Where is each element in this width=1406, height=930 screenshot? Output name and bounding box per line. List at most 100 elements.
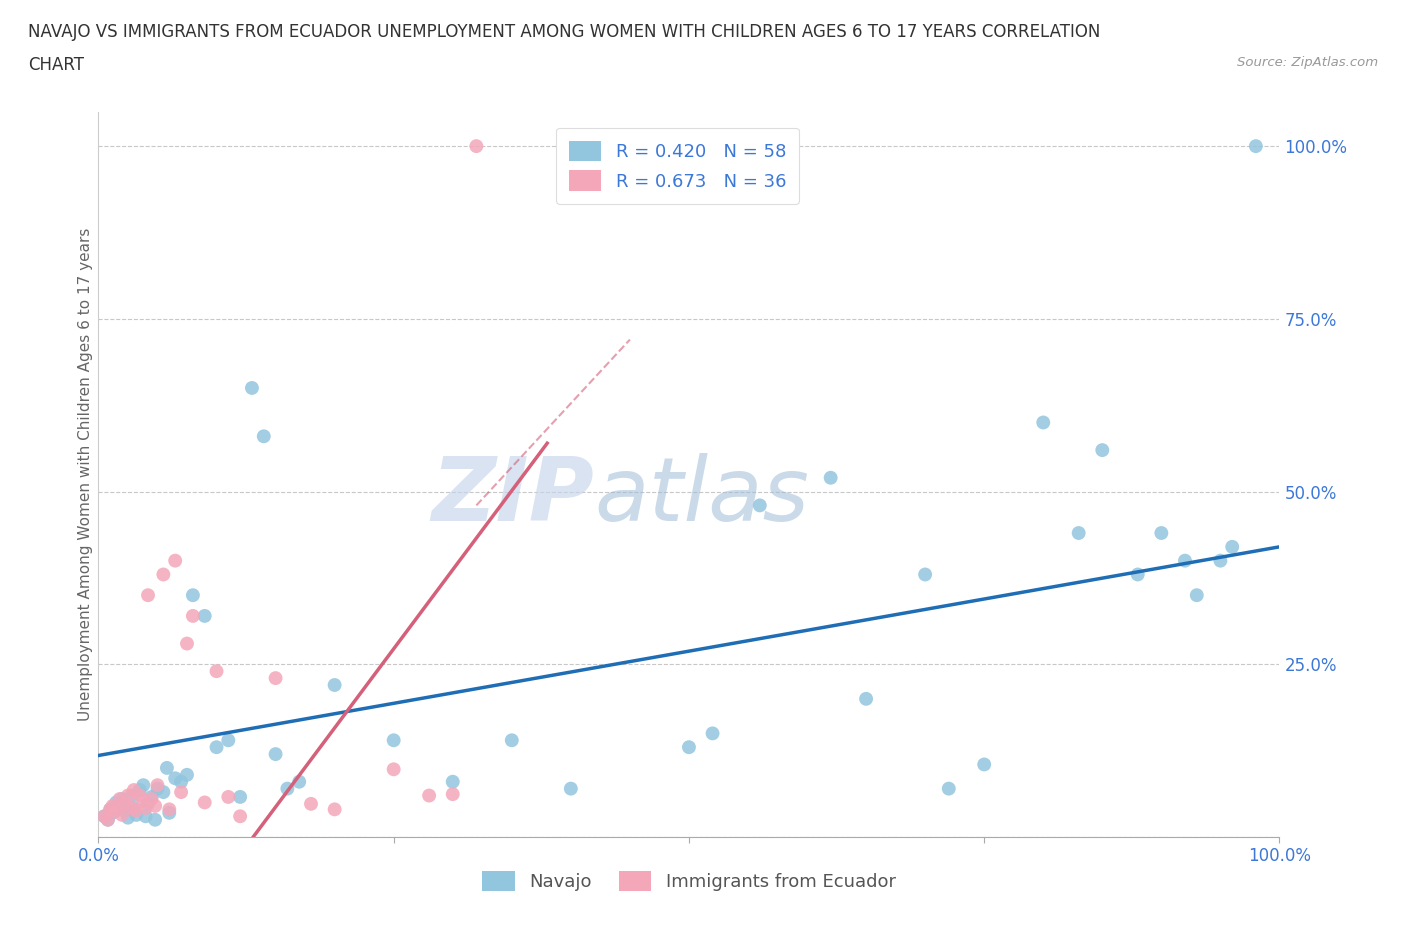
Point xyxy=(146,781,169,796)
Y-axis label: Unemployment Among Women with Children Ages 6 to 17 years: Unemployment Among Women with Children A… xyxy=(77,228,93,721)
Point xyxy=(748,498,770,512)
Point xyxy=(165,553,187,568)
Point xyxy=(170,785,193,800)
Point xyxy=(205,739,228,754)
Point xyxy=(217,733,239,748)
Point xyxy=(323,802,346,817)
Point xyxy=(112,804,135,818)
Point xyxy=(132,793,155,808)
Point xyxy=(121,788,143,803)
Point xyxy=(157,805,180,820)
Point xyxy=(170,775,193,790)
Point xyxy=(914,567,936,582)
Point xyxy=(181,608,204,623)
Point xyxy=(938,781,960,796)
Point xyxy=(108,791,131,806)
Point xyxy=(1126,567,1149,582)
Point xyxy=(132,777,155,792)
Point xyxy=(1174,553,1197,568)
Point xyxy=(141,791,163,806)
Point xyxy=(136,588,159,603)
Point xyxy=(108,799,131,814)
Point xyxy=(125,804,148,818)
Point xyxy=(299,796,322,811)
Text: atlas: atlas xyxy=(595,453,810,539)
Point xyxy=(176,767,198,782)
Point xyxy=(165,771,187,786)
Point xyxy=(111,791,134,806)
Point xyxy=(135,809,157,824)
Point xyxy=(1091,443,1114,458)
Point xyxy=(973,757,995,772)
Point xyxy=(97,812,120,827)
Point xyxy=(156,761,179,776)
Point xyxy=(855,691,877,706)
Point xyxy=(205,664,228,679)
Point xyxy=(820,471,842,485)
Point xyxy=(101,805,124,820)
Point xyxy=(323,678,346,693)
Point xyxy=(157,802,180,817)
Legend: Navajo, Immigrants from Ecuador: Navajo, Immigrants from Ecuador xyxy=(474,861,904,900)
Point xyxy=(276,781,298,796)
Point xyxy=(128,788,150,803)
Point xyxy=(121,801,143,816)
Point xyxy=(181,588,204,603)
Point xyxy=(382,762,405,777)
Point xyxy=(125,807,148,822)
Point xyxy=(702,726,724,741)
Point xyxy=(560,781,582,796)
Point xyxy=(253,429,276,444)
Point xyxy=(1067,525,1090,540)
Point xyxy=(135,801,157,816)
Point xyxy=(382,733,405,748)
Point xyxy=(141,790,163,804)
Point xyxy=(465,139,488,153)
Point xyxy=(93,809,115,824)
Point xyxy=(105,804,128,818)
Text: CHART: CHART xyxy=(28,56,84,73)
Point xyxy=(678,739,700,754)
Point xyxy=(122,782,145,797)
Point xyxy=(111,807,134,822)
Point xyxy=(97,812,120,827)
Point xyxy=(117,810,139,825)
Point xyxy=(441,787,464,802)
Text: NAVAJO VS IMMIGRANTS FROM ECUADOR UNEMPLOYMENT AMONG WOMEN WITH CHILDREN AGES 6 : NAVAJO VS IMMIGRANTS FROM ECUADOR UNEMPL… xyxy=(28,23,1101,41)
Point xyxy=(128,782,150,797)
Point xyxy=(93,809,115,824)
Point xyxy=(101,799,124,814)
Point xyxy=(264,671,287,685)
Point xyxy=(1220,539,1243,554)
Point xyxy=(117,788,139,803)
Point xyxy=(146,777,169,792)
Point xyxy=(112,796,135,811)
Point xyxy=(152,785,174,800)
Point xyxy=(418,788,440,803)
Point xyxy=(264,747,287,762)
Point xyxy=(288,775,311,790)
Text: ZIP: ZIP xyxy=(432,453,595,539)
Point xyxy=(152,567,174,582)
Point xyxy=(176,636,198,651)
Point xyxy=(194,608,217,623)
Point xyxy=(1209,553,1232,568)
Point xyxy=(1150,525,1173,540)
Point xyxy=(136,796,159,811)
Point xyxy=(1185,588,1208,603)
Point xyxy=(441,775,464,790)
Point xyxy=(105,795,128,810)
Point xyxy=(1032,415,1054,430)
Point xyxy=(217,790,239,804)
Point xyxy=(98,802,121,817)
Point xyxy=(143,812,166,827)
Point xyxy=(229,809,252,824)
Point xyxy=(122,801,145,816)
Point xyxy=(501,733,523,748)
Point xyxy=(194,795,217,810)
Point xyxy=(240,380,263,395)
Point xyxy=(229,790,252,804)
Text: Source: ZipAtlas.com: Source: ZipAtlas.com xyxy=(1237,56,1378,69)
Point xyxy=(98,802,121,817)
Point xyxy=(143,799,166,814)
